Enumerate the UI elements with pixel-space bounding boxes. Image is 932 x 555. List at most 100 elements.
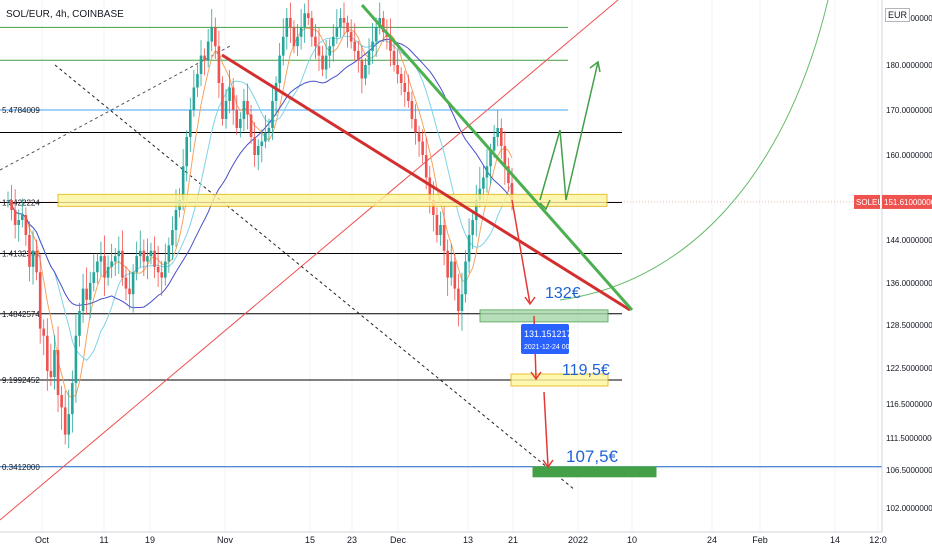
crosshair-price: 131.15121790: [524, 329, 582, 339]
candle-body: [256, 146, 260, 155]
candle-body: [31, 250, 35, 267]
candle-body: [128, 288, 131, 295]
candle-body: [142, 250, 146, 262]
level-label: 0.3412000: [2, 463, 40, 472]
candle-body: [396, 65, 399, 74]
dashed-descending-line: [54, 64, 576, 491]
candle-body: [242, 101, 246, 119]
candle-body: [471, 220, 474, 235]
symbol-header: SOL/EUR, 4h, COINBASE: [4, 9, 126, 20]
level-label: 5.4784009: [2, 106, 40, 115]
candle-body: [156, 266, 160, 273]
price-target-label: 107,5€: [566, 447, 619, 466]
candle-body: [389, 36, 392, 51]
currency-badge[interactable]: EUR: [884, 8, 910, 22]
candle-body: [20, 215, 24, 220]
candle-body: [188, 110, 192, 137]
time-tick-label: Dec: [390, 535, 407, 545]
candle-body: [206, 41, 210, 61]
candle-body: [253, 137, 256, 155]
diagonal-trendlines: [0, 0, 829, 521]
candle-body: [92, 272, 96, 283]
candle-body: [28, 235, 31, 267]
candle-body: [160, 272, 164, 278]
candle-body: [13, 210, 17, 225]
candle-body: [349, 32, 353, 42]
candle-body: [88, 283, 92, 300]
candle-body: [274, 83, 278, 101]
candle-body: [192, 87, 196, 110]
green-arrowhead: [589, 60, 601, 73]
price-tick-label: 136.00000000: [886, 279, 932, 288]
candle-body: [306, 13, 310, 18]
candle-body: [181, 166, 185, 200]
moving-averages: [7, 27, 513, 398]
candle-body: [110, 261, 113, 267]
symbol-tag-bg: [854, 194, 880, 209]
time-tick-label: Feb: [752, 535, 768, 545]
projection-drawings: 132€ 119,5€ 107,5€ 131.15121790 2021-12-24 0…: [221, 4, 634, 469]
candle-body: [296, 36, 299, 47]
candle-body: [260, 141, 264, 146]
price-tick-label: 128.50000000: [886, 321, 932, 330]
green-projection-path: [539, 61, 599, 201]
candle-body: [71, 383, 74, 415]
candle-body: [85, 288, 88, 300]
crosshair-tooltip: 131.15121790 2021-12-24 00:00: [521, 324, 582, 354]
candle-body: [367, 50, 371, 65]
price-zones: [57, 193, 657, 478]
time-tick-label: 11: [99, 535, 108, 545]
candle-body: [342, 18, 346, 23]
candle-body: [117, 250, 121, 257]
candle-body: [331, 36, 335, 47]
candle-body: [217, 46, 221, 83]
candle-body: [214, 27, 217, 47]
price-tick-label: 122.50000000: [886, 364, 932, 373]
candle-body: [474, 200, 478, 220]
candle-body: [403, 83, 407, 92]
candle-body: [42, 328, 46, 336]
candle-body: [442, 225, 446, 251]
level-label: 9.1992452: [2, 376, 40, 385]
candle-body: [467, 235, 471, 262]
candle-body: [224, 101, 228, 119]
candle-body: [428, 177, 432, 200]
price-target-label: 119,5€: [562, 362, 610, 379]
candle-body: [106, 266, 110, 278]
candle-body: [285, 18, 289, 37]
level-label: 1.4842574: [2, 310, 40, 319]
current-price-tag-bg: [882, 194, 932, 209]
candle-body: [410, 101, 414, 119]
candle-body: [421, 141, 424, 155]
candle-body: [113, 256, 117, 262]
red-descending-trendline: [221, 53, 631, 312]
price-zone-green: [479, 309, 609, 323]
candle-body: [74, 335, 78, 383]
candle-body: [235, 110, 239, 128]
green-arrowhead-mid: [539, 199, 551, 211]
time-tick-label: 12:0: [869, 535, 887, 545]
price-tick-label: 180.00000000: [886, 61, 932, 70]
green-curve: [559, 0, 829, 301]
candle-body: [271, 101, 274, 128]
time-tick-label: 15: [305, 535, 315, 545]
candle-body: [353, 41, 357, 51]
price-zone-yellow: [57, 193, 608, 207]
candle-body: [199, 55, 203, 74]
candle-body: [292, 27, 296, 47]
time-axis: Oct 11 19 Nov 15 23 Dec 13 21 2022 10 24 Feb 14 12:0: [0, 531, 932, 550]
candle-body: [499, 128, 503, 146]
symbol-tag-label: SOLEUR: [856, 198, 889, 207]
candle-body: [446, 250, 449, 278]
candle-body: [299, 27, 303, 37]
price-tick-label: 102.00000000: [886, 504, 932, 513]
candle-body: [464, 261, 467, 295]
ma-slow-line: [7, 38, 513, 309]
price-tick-label: 106.50000000: [886, 466, 932, 475]
candle-body: [489, 150, 492, 167]
candle-body: [278, 55, 281, 83]
candle-body: [482, 177, 485, 189]
candle-body: [492, 137, 496, 151]
candle-body: [507, 166, 510, 184]
